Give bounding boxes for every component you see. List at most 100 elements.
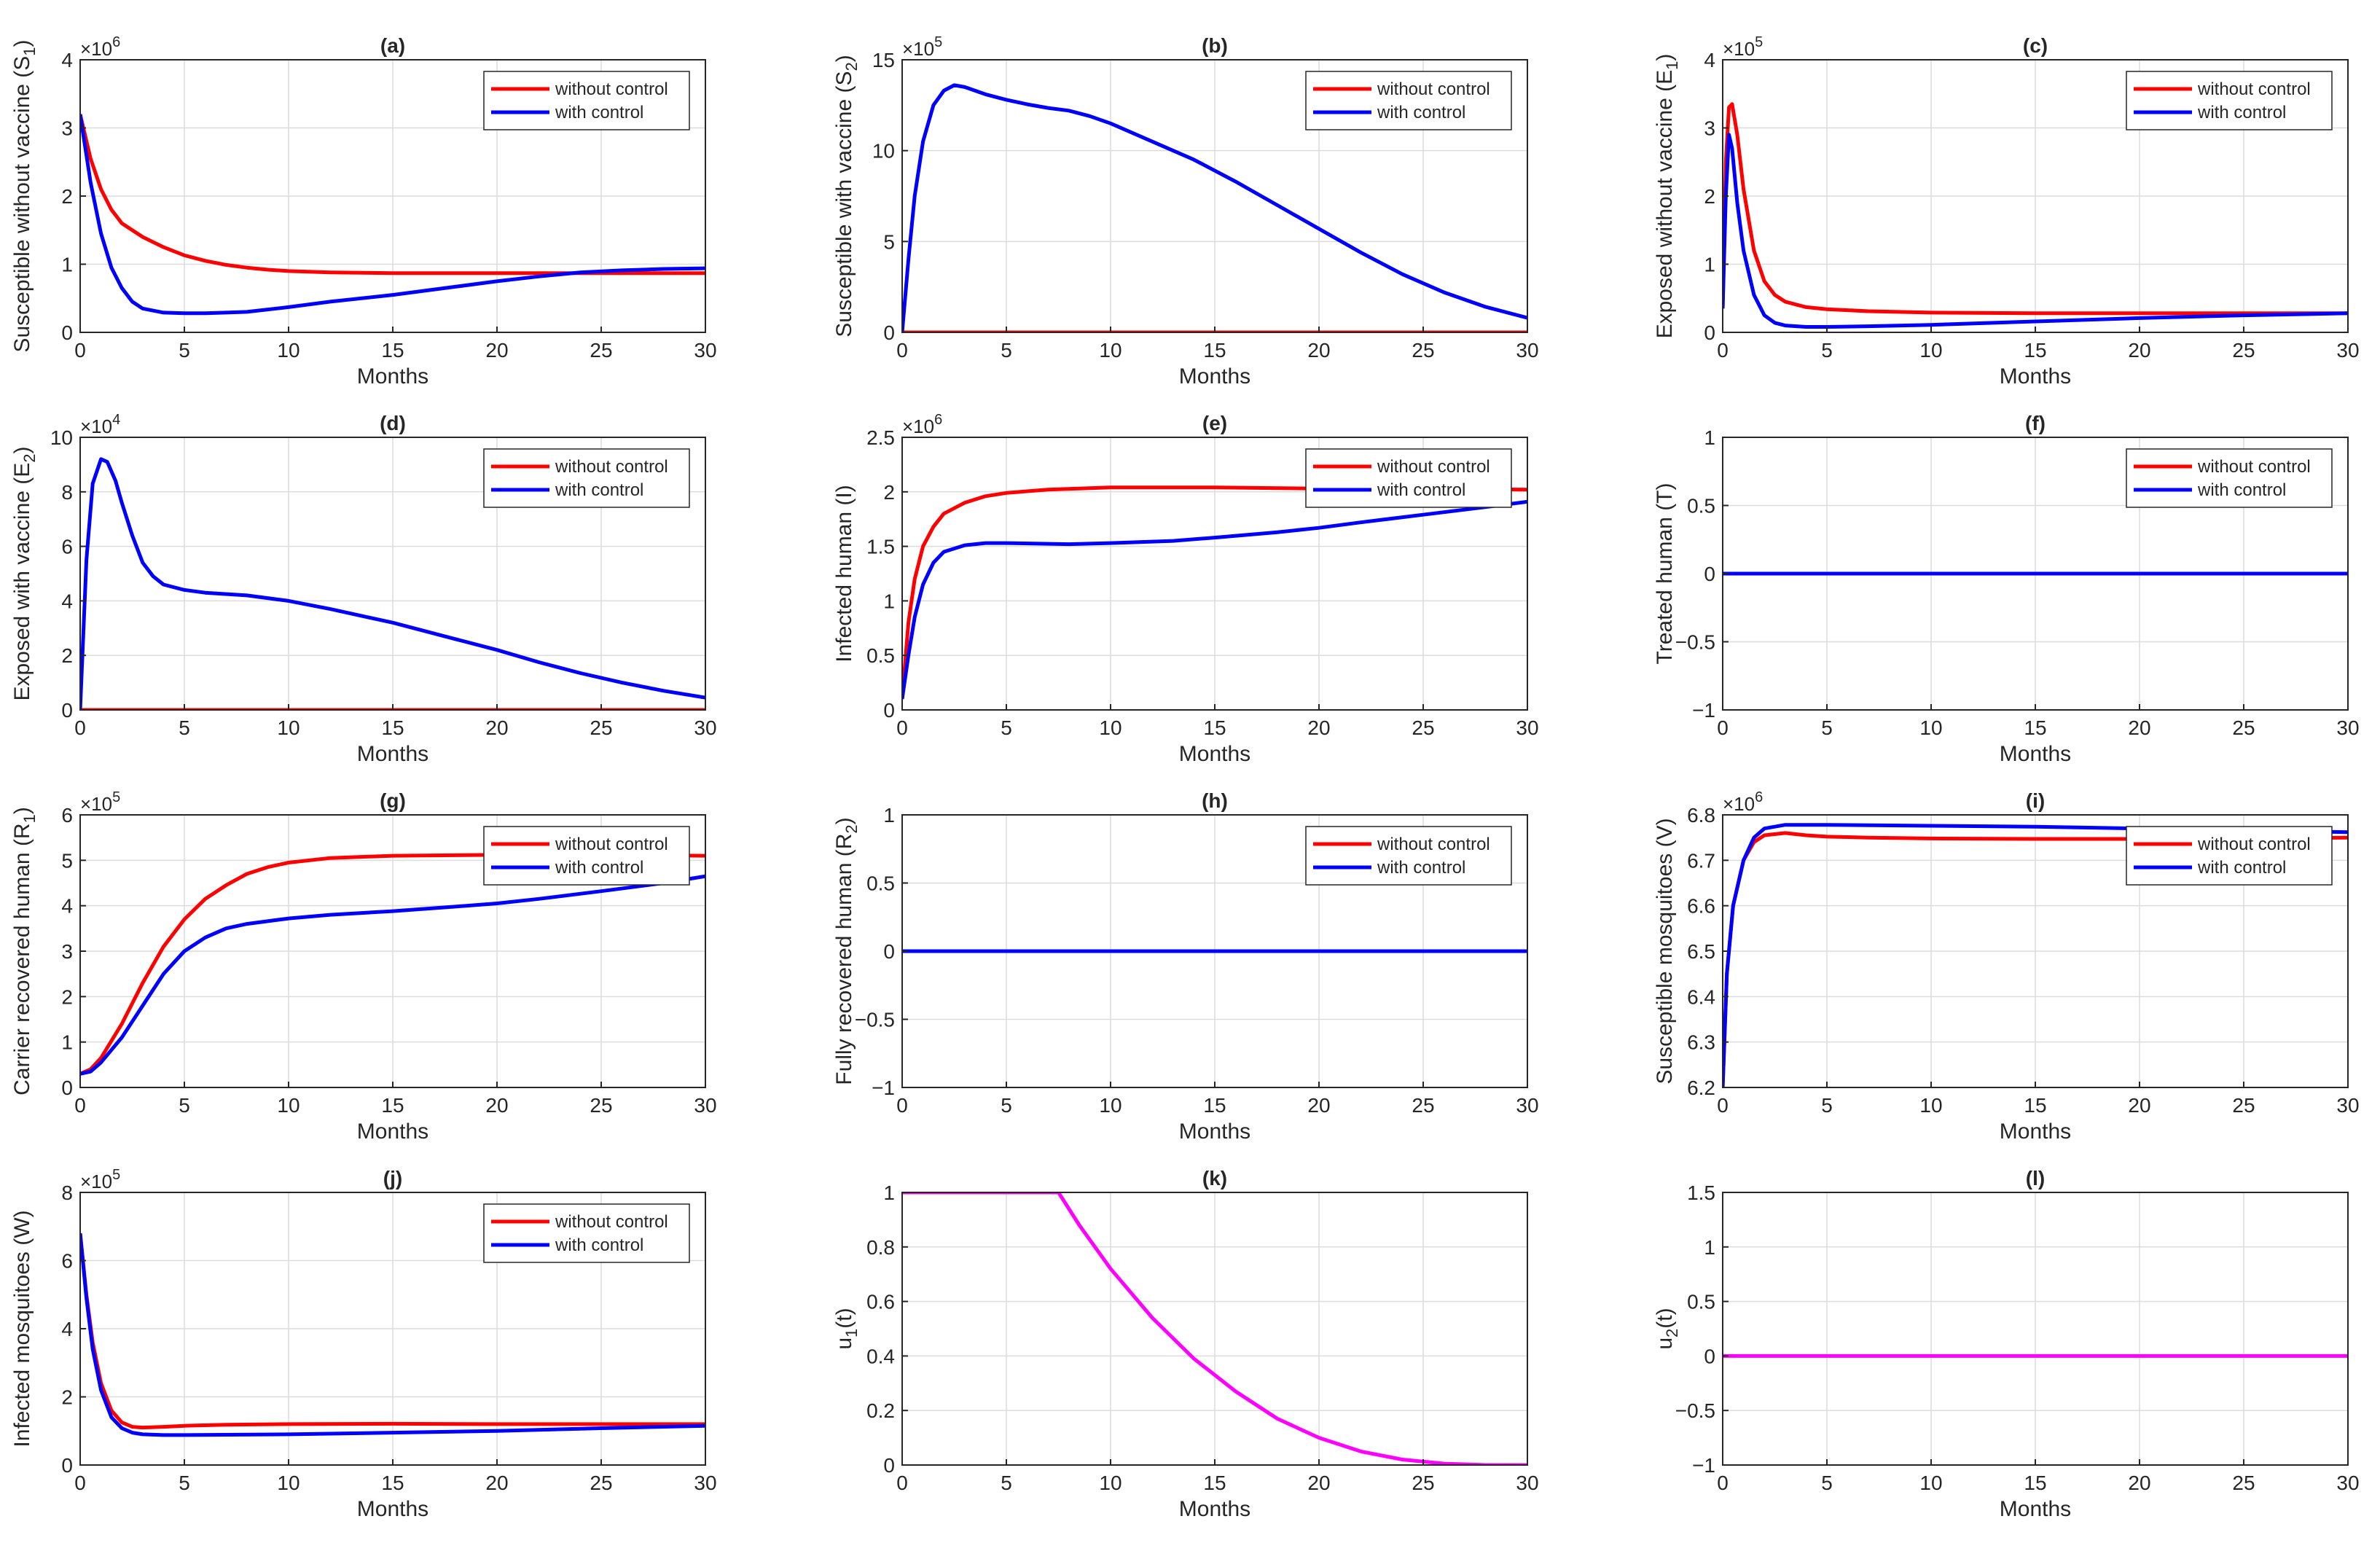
- x-axis-label: Months: [357, 1497, 428, 1521]
- x-axis-label: Months: [2000, 364, 2071, 388]
- x-tick-label: 25: [590, 1094, 612, 1117]
- x-axis-label: Months: [2000, 1497, 2071, 1521]
- x-tick-label: 30: [2336, 1472, 2359, 1494]
- y-tick-label: 0: [883, 699, 895, 722]
- chart-title: (e): [1202, 412, 1227, 434]
- x-tick-label: 0: [896, 716, 908, 739]
- x-tick-label: 20: [2128, 1094, 2150, 1117]
- x-tick-label: 30: [1516, 339, 1538, 362]
- axis-exponent: ×105: [80, 1167, 120, 1192]
- y-tick-label: 1: [61, 254, 73, 276]
- x-tick-label: 5: [1821, 716, 1833, 739]
- x-tick-label: 0: [1717, 339, 1729, 362]
- x-tick-label: 25: [1412, 1472, 1434, 1494]
- chart-title: (g): [380, 789, 406, 812]
- y-tick-label: 5: [61, 849, 73, 872]
- legend-label: without control: [1377, 835, 1490, 854]
- legend-label: with control: [555, 858, 643, 878]
- chart-panel-l: 0 5 10 15 20 25 30 −1 −0.5 0 0.5 1 1.5 (l) Months u2(t): [1653, 1167, 2360, 1521]
- x-tick-label: 15: [1203, 1472, 1226, 1494]
- y-tick-label: 1.5: [866, 536, 895, 558]
- legend-label: without control: [555, 79, 668, 99]
- y-axis-label: Infected human (I): [832, 485, 856, 662]
- chart-panel-j: 0 5 10 15 20 25 30 0 2 4 6 8 (j) ×105 Months Infected m…: [10, 1167, 717, 1521]
- y-tick-label: 10: [50, 426, 73, 449]
- legend: without control with control: [1305, 71, 1512, 130]
- x-tick-label: 0: [74, 1094, 86, 1117]
- legend-box: [483, 1203, 690, 1263]
- x-tick-label: 25: [1412, 716, 1434, 739]
- legend-label: with control: [555, 480, 643, 500]
- y-tick-label: 2: [61, 185, 73, 208]
- series-line-with-control: [80, 457, 705, 710]
- y-tick-label: 6: [61, 1250, 73, 1273]
- axis-exponent: ×105: [902, 34, 942, 60]
- chart-title: (h): [1202, 789, 1228, 812]
- y-axis-label: Susceptible without vaccine (S1): [10, 39, 39, 352]
- y-tick-label: 4: [61, 895, 73, 918]
- y-tick-label: 6.2: [1687, 1077, 1715, 1099]
- chart-title: (i): [2026, 789, 2045, 812]
- series-line-without-control: [80, 853, 705, 1076]
- y-tick-label: 0.5: [866, 872, 895, 895]
- x-tick-label: 30: [694, 339, 716, 362]
- legend-box: [483, 71, 690, 130]
- x-tick-label: 0: [896, 1094, 908, 1117]
- x-tick-label: 20: [2128, 716, 2150, 739]
- x-tick-label: 5: [179, 716, 190, 739]
- legend-label: with control: [1377, 103, 1465, 122]
- y-tick-label: 4: [61, 590, 73, 612]
- legend-box: [2126, 71, 2333, 130]
- y-tick-label: 0.4: [866, 1345, 895, 1367]
- legend-label: without control: [2197, 457, 2311, 477]
- legend-label: with control: [2197, 480, 2286, 500]
- y-tick-label: 1: [61, 1031, 73, 1054]
- axis-exponent: ×105: [80, 789, 120, 815]
- x-axis-label: Months: [1179, 1120, 1250, 1144]
- x-tick-label: 20: [485, 339, 508, 362]
- x-tick-label: 10: [1099, 339, 1122, 362]
- y-axis-label: Susceptible with vaccine (S2): [832, 55, 861, 337]
- x-tick-label: 10: [1099, 716, 1122, 739]
- y-tick-label: 3: [61, 940, 73, 963]
- legend-label: with control: [555, 1235, 643, 1255]
- x-tick-label: 5: [1001, 716, 1012, 739]
- y-tick-label: 2: [61, 644, 73, 667]
- chart-panel-a: 0 5 10 15 20 25 30 0 1 2 3 4 (a) ×106 Months Susceptibl…: [10, 34, 717, 388]
- x-tick-label: 15: [2024, 1094, 2046, 1117]
- x-tick-label: 0: [896, 1472, 908, 1494]
- chart-title: (d): [380, 412, 406, 434]
- x-tick-label: 20: [2128, 1472, 2150, 1494]
- x-tick-label: 15: [1203, 716, 1226, 739]
- x-tick-label: 25: [590, 339, 612, 362]
- y-tick-label: −1: [1692, 1454, 1715, 1477]
- x-tick-label: 10: [1919, 1094, 1942, 1117]
- x-tick-label: 30: [694, 1094, 716, 1117]
- y-tick-label: 0.5: [1687, 1291, 1715, 1313]
- y-axis-label: Exposed without vaccine (E1): [1653, 54, 1681, 339]
- y-tick-label: 0: [883, 321, 895, 344]
- y-tick-label: 0.8: [866, 1236, 895, 1259]
- series-line-with-control: [80, 114, 705, 316]
- y-tick-label: 1: [1704, 1236, 1715, 1259]
- x-axis-label: Months: [357, 364, 428, 388]
- legend-label: without control: [1377, 79, 1490, 99]
- y-tick-label: 15: [872, 49, 895, 71]
- y-tick-label: 3: [1704, 117, 1715, 140]
- x-tick-label: 0: [1717, 1094, 1729, 1117]
- y-tick-label: 6.4: [1687, 985, 1715, 1008]
- y-tick-label: 10: [872, 140, 895, 163]
- series-line-without-control: [1723, 102, 2348, 316]
- x-tick-label: 20: [2128, 339, 2150, 362]
- legend-label: without control: [1377, 457, 1490, 477]
- chart-panel-b: 0 5 10 15 20 25 30 0 5 10 15 (b) ×105 Months Susceptib…: [832, 34, 1539, 388]
- x-tick-label: 30: [694, 716, 716, 739]
- y-tick-label: 4: [61, 49, 73, 71]
- chart-panel-i: 0 5 10 15 20 25 30 6.2 6.3 6.4 6.5 6.6 6.7 6.8 (i) ×106…: [1653, 789, 2360, 1144]
- chart-title: (k): [1202, 1167, 1227, 1190]
- y-tick-label: −0.5: [1675, 1399, 1715, 1422]
- x-tick-label: 20: [485, 716, 508, 739]
- x-tick-label: 20: [485, 1094, 508, 1117]
- x-tick-label: 20: [1307, 1094, 1330, 1117]
